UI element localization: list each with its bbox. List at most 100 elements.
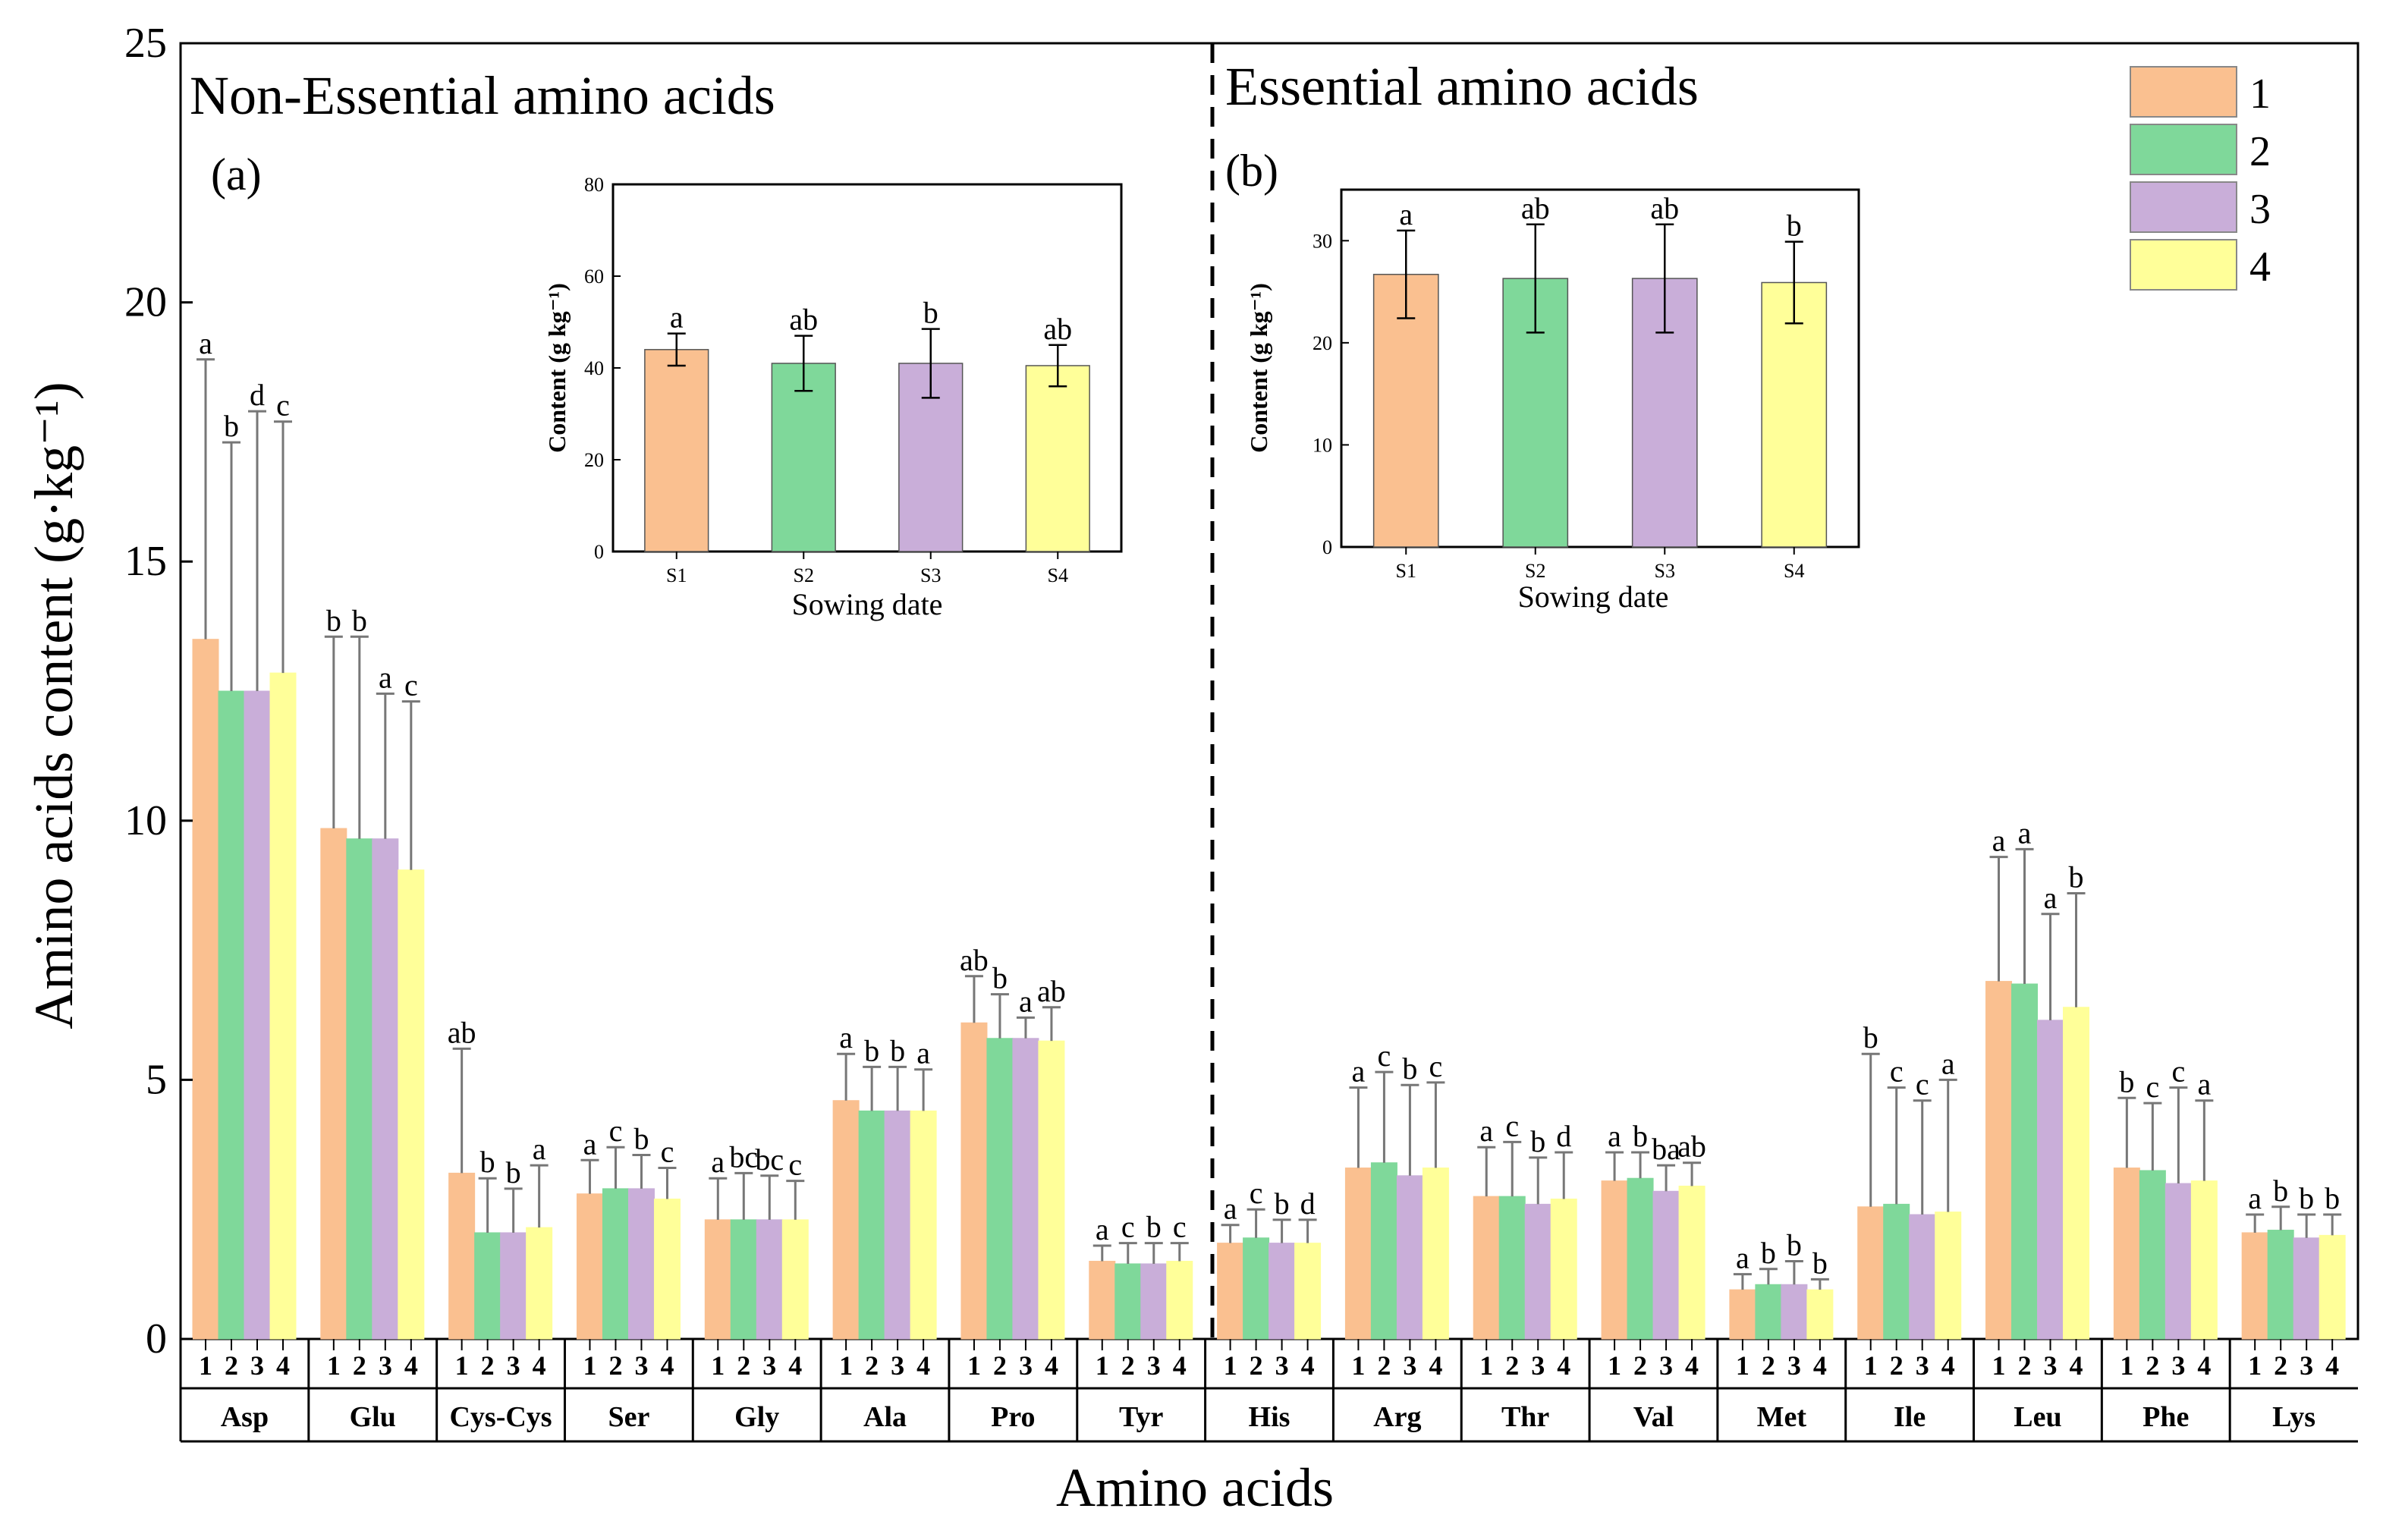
series-number: 1 [711, 1350, 725, 1381]
series-number: 2 [1505, 1350, 1519, 1381]
series-number: 1 [1096, 1350, 1109, 1381]
legend-label-2: 2 [2249, 128, 2271, 175]
legend-swatch-1 [2130, 66, 2237, 118]
bar-tyr-3 [1140, 1263, 1168, 1340]
significance-letter: c [788, 1148, 802, 1182]
significance-letter: c [404, 668, 418, 702]
significance-letter: b [1402, 1051, 1417, 1086]
bar-phe-2 [2139, 1170, 2166, 1340]
group-label-asp: Asp [221, 1401, 269, 1433]
significance-letter: b [506, 1155, 521, 1190]
inset-significance-letter: b [923, 296, 938, 330]
inset-chart-a: Content (g kg⁻¹) Sowing date 0 20 40 60 80 a S… [543, 174, 1123, 621]
bar-asp-2 [218, 690, 245, 1340]
series-number: 2 [1377, 1350, 1391, 1381]
bar-gly-3 [756, 1219, 783, 1340]
series-number: 1 [2120, 1350, 2133, 1381]
series-number: 2 [225, 1350, 238, 1381]
bar-cys-cys-1 [448, 1172, 476, 1340]
series-number: 1 [1608, 1350, 1621, 1381]
series-number: 4 [2070, 1350, 2083, 1381]
bar-glu-1 [320, 828, 347, 1340]
y-tick-label: 25 [124, 20, 167, 67]
inset-x-tick-label: S2 [794, 564, 814, 586]
significance-letter: d [1300, 1186, 1316, 1221]
inset-y-tick-label: 20 [1313, 332, 1332, 354]
bar-val-4 [1678, 1185, 1706, 1340]
legend-swatch-3 [2130, 181, 2237, 233]
significance-letter: a [1019, 984, 1033, 1018]
series-number: 4 [1045, 1350, 1058, 1381]
bar-his-3 [1269, 1243, 1296, 1340]
significance-letter: b [2069, 860, 2084, 894]
significance-letter: a [1479, 1114, 1493, 1148]
significance-letter: c [1505, 1108, 1519, 1142]
series-number: 4 [660, 1350, 674, 1381]
bar-ser-2 [602, 1188, 629, 1340]
group-label-thr: Thr [1501, 1401, 1549, 1433]
inset-y-tick-label: 60 [584, 266, 604, 288]
bar-ile-2 [1883, 1203, 1910, 1340]
series-number: 4 [1813, 1350, 1827, 1381]
series-number: 2 [1633, 1350, 1647, 1381]
inset-significance-letter: ab [789, 303, 818, 337]
significance-letter: b [352, 603, 367, 637]
inset-significance-letter: a [1399, 197, 1413, 231]
bar-lys-3 [2293, 1237, 2320, 1340]
legend-label-4: 4 [2249, 244, 2271, 291]
significance-letter: c [1250, 1176, 1263, 1210]
inset-significance-letter: ab [1650, 191, 1679, 225]
bar-tyr-1 [1089, 1261, 1116, 1340]
significance-letter: b [633, 1121, 649, 1155]
bar-thr-1 [1473, 1196, 1500, 1340]
bar-ile-3 [1909, 1214, 1936, 1340]
bar-tyr-2 [1114, 1263, 1142, 1340]
bar-cys-cys-3 [500, 1232, 527, 1340]
series-number: 3 [2171, 1350, 2185, 1381]
significance-letter: b [326, 603, 341, 637]
series-number: 4 [1429, 1350, 1442, 1381]
group-label-phe: Phe [2142, 1401, 2189, 1433]
bar-his-1 [1217, 1243, 1244, 1340]
series-number: 3 [1019, 1350, 1033, 1381]
significance-letter: b [2119, 1064, 2134, 1098]
significance-letter: a [379, 660, 392, 694]
bar-val-2 [1627, 1177, 1654, 1340]
group-label-met: Met [1757, 1401, 1807, 1433]
series-number: 3 [891, 1350, 904, 1381]
significance-letter: b [2273, 1174, 2288, 1208]
bar-ile-1 [1857, 1206, 1885, 1340]
legend-swatch-2 [2130, 124, 2237, 175]
panel-b-title: Essential amino acids [1225, 56, 1699, 117]
significance-letter: b [1787, 1228, 1802, 1262]
bar-lys-1 [2241, 1232, 2268, 1340]
inset-y-tick-label: 30 [1313, 230, 1332, 252]
bar-his-4 [1294, 1243, 1322, 1340]
y-tick-label: 15 [124, 538, 167, 585]
inset-a-x-title: Sowing date [792, 587, 943, 621]
series-number: 3 [1916, 1350, 1929, 1381]
inset-a-bar-s4 [1025, 365, 1090, 552]
significance-letter: b [864, 1033, 879, 1067]
series-number: 4 [404, 1350, 418, 1381]
significance-letter: a [2044, 881, 2058, 915]
bar-thr-2 [1498, 1196, 1526, 1340]
series-number: 2 [993, 1350, 1007, 1381]
series-number: 4 [276, 1350, 290, 1381]
series-number: 3 [1147, 1350, 1161, 1381]
significance-letter: b [2299, 1181, 2314, 1215]
series-number: 1 [455, 1350, 469, 1381]
series-number: 2 [608, 1350, 622, 1381]
bar-ile-4 [1935, 1212, 1962, 1340]
significance-letter: a [2197, 1067, 2211, 1102]
significance-letter: bc [729, 1139, 758, 1174]
bar-gly-2 [730, 1219, 757, 1340]
bar-met-1 [1729, 1289, 1756, 1340]
significance-letter: b [890, 1033, 905, 1067]
significance-letter: a [533, 1132, 546, 1166]
significance-letter: ab [960, 943, 989, 977]
panel-b-letter: (b) [1225, 146, 1278, 196]
inset-significance-letter: ab [1043, 312, 1072, 346]
group-label-arg: Arg [1373, 1401, 1421, 1433]
series-number: 3 [507, 1350, 520, 1381]
